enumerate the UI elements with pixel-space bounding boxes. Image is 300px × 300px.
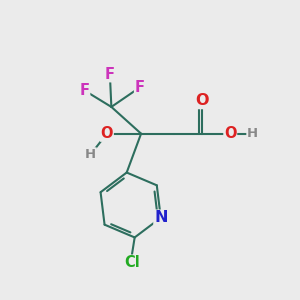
Text: N: N: [154, 210, 167, 225]
Text: F: F: [80, 83, 90, 98]
Text: F: F: [135, 80, 145, 95]
Text: H: H: [85, 148, 96, 161]
Text: Cl: Cl: [124, 255, 140, 270]
Text: O: O: [195, 94, 209, 109]
Text: O: O: [224, 126, 236, 141]
Text: H: H: [247, 127, 258, 140]
Text: F: F: [105, 67, 115, 82]
Text: O: O: [101, 126, 113, 141]
